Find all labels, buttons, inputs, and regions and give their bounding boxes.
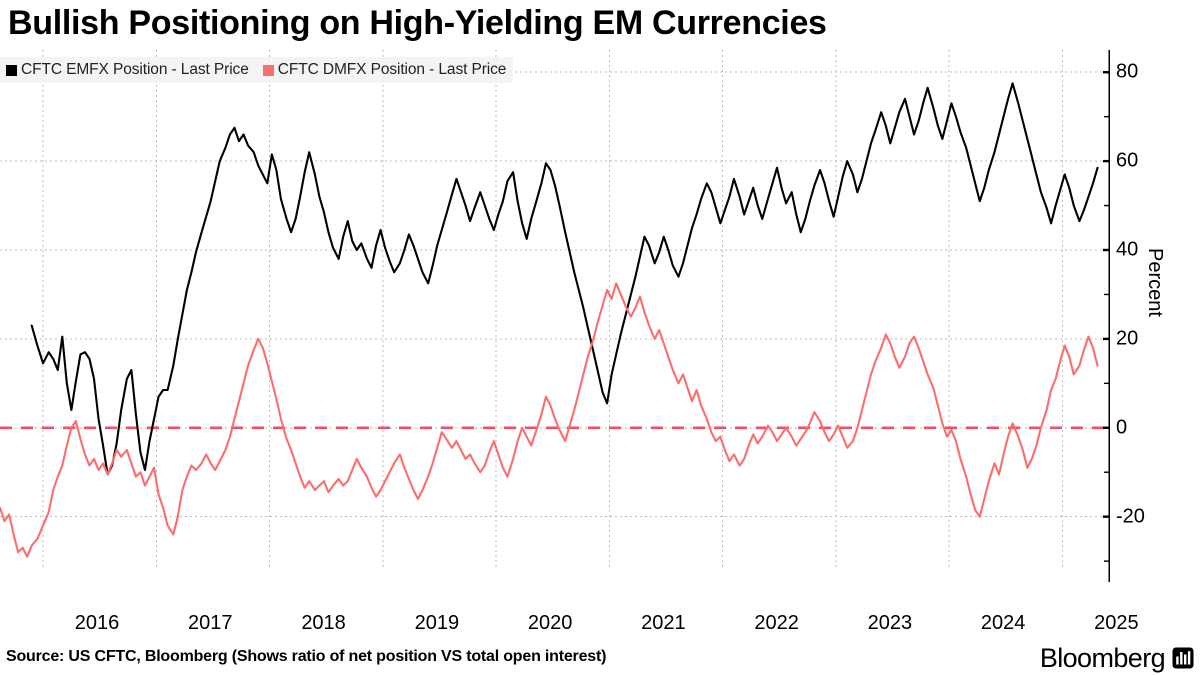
legend-swatch-emfx (6, 64, 17, 76)
y-tick-label: 60 (1116, 149, 1139, 172)
bloomberg-brand: Bloomberg (1040, 643, 1194, 673)
legend-item-emfx[interactable]: CFTC EMFX Position - Last Price (6, 61, 249, 79)
y-tick-label: 40 (1116, 238, 1139, 261)
chart-plot-area (0, 50, 1110, 610)
x-tick-label: 2016 (74, 612, 120, 634)
y-tick-label: 0 (1116, 416, 1128, 439)
x-tick-label: 2021 (641, 612, 686, 634)
x-tick-label: 2018 (301, 612, 346, 634)
x-tick-label: 2019 (414, 612, 460, 634)
series-line-dmfx (0, 282, 1099, 558)
series-line-emfx (30, 82, 1099, 476)
y-axis-title: Percent (1144, 248, 1166, 317)
legend-label-emfx: CFTC EMFX Position - Last Price (21, 61, 249, 78)
chart-legend: CFTC EMFX Position - Last Price CFTC DMF… (0, 57, 514, 83)
legend-item-dmfx[interactable]: CFTC DMFX Position - Last Price (262, 61, 507, 79)
x-tick-label: 2022 (754, 612, 799, 634)
bloomberg-terminal-icon (1172, 647, 1194, 669)
chart-footer: Source: US CFTC, Bloomberg (Shows ratio … (0, 643, 1200, 675)
page-title: Bullish Positioning on High-Yielding EM … (8, 4, 827, 42)
brand-text: Bloomberg (1039, 643, 1166, 673)
x-tick-label: 2017 (188, 612, 233, 634)
x-tick-label: 2023 (867, 612, 913, 634)
chart-canvas (0, 50, 1110, 582)
legend-swatch-dmfx (262, 64, 274, 76)
x-tick-label: 2020 (527, 612, 573, 634)
y-tick-label: -20 (1116, 505, 1145, 528)
y-tick-label: 80 (1116, 60, 1139, 83)
y-axis-tick-labels: -20 0 20 40 60 80 (1116, 50, 1162, 610)
y-tick-label: 20 (1116, 327, 1139, 350)
x-tick-label: 2024 (980, 612, 1026, 634)
x-axis-tick-labels: 2016 2017 2018 2019 2020 2021 2022 2023 2024 2025 (0, 612, 1139, 642)
x-tick-label: 2025 (1094, 612, 1139, 634)
grid-lines (0, 50, 1110, 570)
y-axis-spine (1103, 50, 1110, 582)
legend-label-dmfx: CFTC DMFX Position - Last Price (277, 61, 507, 78)
source-note: Source: US CFTC, Bloomberg (Shows ratio … (6, 648, 607, 665)
